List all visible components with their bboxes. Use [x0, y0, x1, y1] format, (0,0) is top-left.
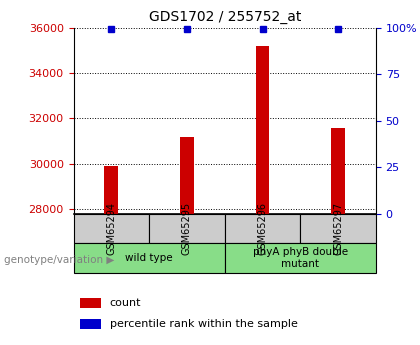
Bar — [149, 214, 225, 243]
Bar — [300, 214, 376, 243]
Bar — [79, 297, 101, 308]
Text: GSM65294: GSM65294 — [106, 202, 116, 255]
Bar — [225, 214, 300, 243]
Bar — [74, 214, 149, 243]
Text: GSM65297: GSM65297 — [333, 202, 343, 255]
Text: wild type: wild type — [125, 253, 173, 263]
Text: percentile rank within the sample: percentile rank within the sample — [110, 319, 298, 329]
Text: GSM65295: GSM65295 — [182, 202, 192, 255]
Bar — [180, 137, 194, 214]
Bar — [79, 319, 101, 329]
Text: phyA phyB double
mutant: phyA phyB double mutant — [253, 247, 348, 269]
Text: GSM65296: GSM65296 — [257, 202, 268, 255]
Bar — [256, 46, 269, 214]
Bar — [105, 166, 118, 214]
Bar — [74, 243, 225, 273]
Text: count: count — [110, 298, 141, 308]
Title: GDS1702 / 255752_at: GDS1702 / 255752_at — [149, 10, 301, 24]
Bar — [225, 243, 376, 273]
Bar — [331, 128, 345, 214]
Text: genotype/variation ▶: genotype/variation ▶ — [4, 256, 115, 265]
